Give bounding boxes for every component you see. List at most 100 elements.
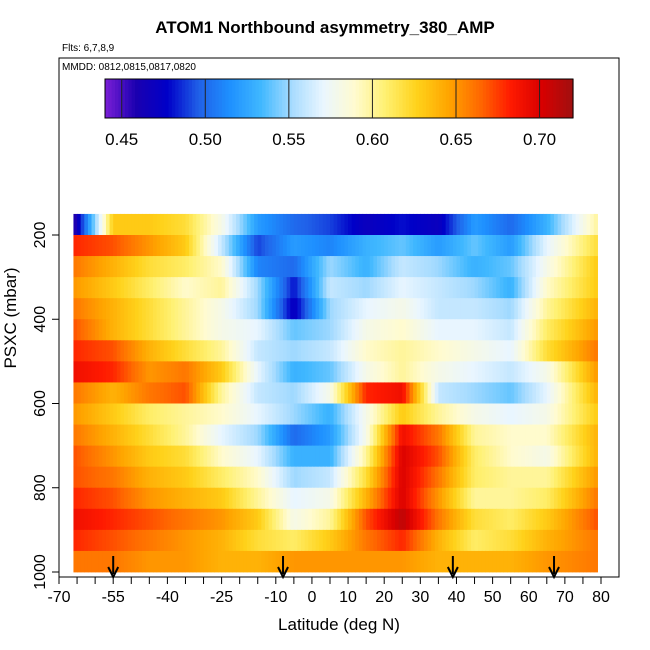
heatmap-cell [391,235,396,257]
heatmap-cell [434,213,439,236]
heatmap-cell [174,340,179,362]
heatmap-cell [290,256,295,278]
heatmap-cell [488,550,494,573]
heatmap-cell [199,277,205,299]
heatmap-cell [286,340,291,362]
heatmap-cell [340,466,346,489]
heatmap-cell [257,213,262,236]
heatmap-cell [434,340,439,362]
heatmap-cell [550,424,555,447]
heatmap-cell [554,487,559,510]
heatmap-cell [376,529,382,552]
colorbar-segment [275,79,280,118]
heatmap-cell [322,319,327,341]
heatmap-cell [315,235,320,257]
heatmap-cell [579,340,584,362]
heatmap-cell [124,466,129,489]
heatmap-cell [409,529,414,552]
heatmap-cell [380,508,385,531]
heatmap-cell [217,403,223,425]
heatmap-cell [326,340,331,362]
heatmap-cell [120,319,125,341]
heatmap-cell [120,403,125,425]
heatmap-cell [384,508,389,531]
heatmap-cell [575,550,580,573]
heatmap-cell [452,277,458,299]
heatmap-cell [348,382,353,404]
heatmap-cell [239,445,244,468]
heatmap-cell [98,277,103,299]
colorbar-segment [476,79,480,118]
heatmap-cell [160,298,165,320]
heatmap-cell [322,424,327,447]
heatmap-cell [322,445,327,468]
heatmap-cell [358,424,364,447]
heatmap-cell [514,445,519,468]
heatmap-cell [535,340,541,362]
heatmap-cell [145,235,150,257]
heatmap-cell [239,213,244,236]
heatmap-cell [293,529,299,552]
heatmap-cell [413,213,418,236]
heatmap-cell [539,256,544,278]
heatmap-cell [590,235,595,257]
heatmap-cell [420,340,425,362]
heatmap-cell [272,424,277,447]
heatmap-cell [192,382,197,404]
heatmap-cell [77,445,82,468]
heatmap-cell [507,403,512,425]
heatmap-cell [510,487,515,510]
heatmap-cell [337,213,342,236]
heatmap-cell [77,529,82,552]
colorbar-segment [449,79,454,118]
heatmap-cell [131,213,136,236]
heatmap-cell [156,550,161,573]
heatmap-cell [192,213,197,236]
heatmap-cell [239,487,244,510]
heatmap-cell [286,550,291,573]
heatmap-cell [496,424,501,447]
heatmap-cell [293,340,299,362]
heatmap-cell [380,213,385,236]
heatmap-cell [257,529,262,552]
heatmap-cell [463,361,468,383]
heatmap-cell [203,529,208,552]
heatmap-cell [239,424,244,447]
heatmap-cell [156,213,161,236]
heatmap-cell [207,298,212,320]
colorbar-segment [425,79,430,118]
heatmap-cell [337,361,342,383]
heatmap-cell [445,550,450,573]
heatmap-cell [196,487,201,510]
heatmap-cell [474,340,479,362]
colorbar-segment [168,79,173,118]
colorbar-segment [258,79,263,118]
heatmap-cell [196,382,201,404]
heatmap-cell [138,508,143,531]
heatmap-cell [337,382,342,404]
heatmap-cell [366,235,371,257]
heatmap-cell [163,298,168,320]
heatmap-cell [452,298,458,320]
heatmap-cell [199,235,205,257]
heatmap-cell [590,529,595,552]
heatmap-cell [87,361,93,383]
heatmap-cell [362,382,367,404]
heatmap-cell [413,508,418,531]
heatmap-cell [286,213,291,236]
heatmap-cell [474,298,479,320]
heatmap-cell [405,256,411,278]
heatmap-cell [185,466,190,489]
heatmap-cell [297,361,302,383]
heatmap-cell [308,213,313,236]
heatmap-cell [221,361,226,383]
colorbar-segment [439,79,444,118]
heatmap-cell [431,235,436,257]
heatmap-cell [207,529,212,552]
heatmap-cell [554,277,559,299]
heatmap-cell [514,382,519,404]
heatmap-cell [127,277,132,299]
heatmap-cell [409,550,414,573]
heatmap-cell [95,403,100,425]
heatmap-cell [575,213,580,236]
